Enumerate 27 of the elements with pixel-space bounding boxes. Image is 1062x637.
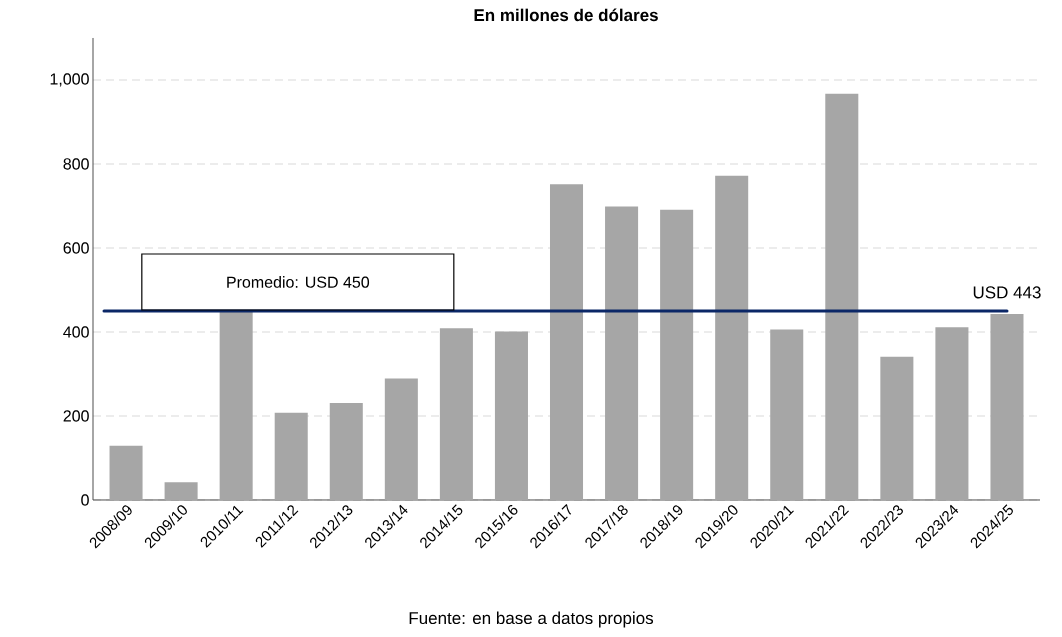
- bar: [164, 482, 198, 500]
- bar: [274, 412, 308, 500]
- source-note: Fuente: en base a datos propios: [409, 611, 654, 628]
- y-tick-label: 800: [63, 158, 89, 170]
- bar: [935, 327, 969, 500]
- y-tick-label: 1,000: [50, 73, 89, 87]
- bar: [494, 331, 528, 500]
- y-tick-label: 600: [63, 242, 89, 254]
- annotation: USD 443: [973, 286, 1041, 299]
- bar: [109, 445, 143, 500]
- bar: [329, 402, 363, 500]
- ref-line-label: Promedio: USD 450: [227, 276, 370, 288]
- bar: [219, 310, 253, 500]
- bar: [660, 209, 694, 500]
- y-tick-label: 400: [63, 326, 89, 338]
- bar: [605, 206, 639, 500]
- bar: [880, 356, 914, 500]
- chart-title: En millones de dólares: [474, 8, 658, 22]
- bar: [439, 328, 473, 500]
- y-tick-label: 0: [81, 494, 89, 506]
- bar: [715, 175, 749, 500]
- bar: [990, 313, 1024, 500]
- y-tick-label: 200: [63, 410, 89, 422]
- bar: [549, 184, 584, 500]
- bar: [770, 329, 804, 500]
- bar: [825, 93, 859, 500]
- bar: [384, 378, 418, 500]
